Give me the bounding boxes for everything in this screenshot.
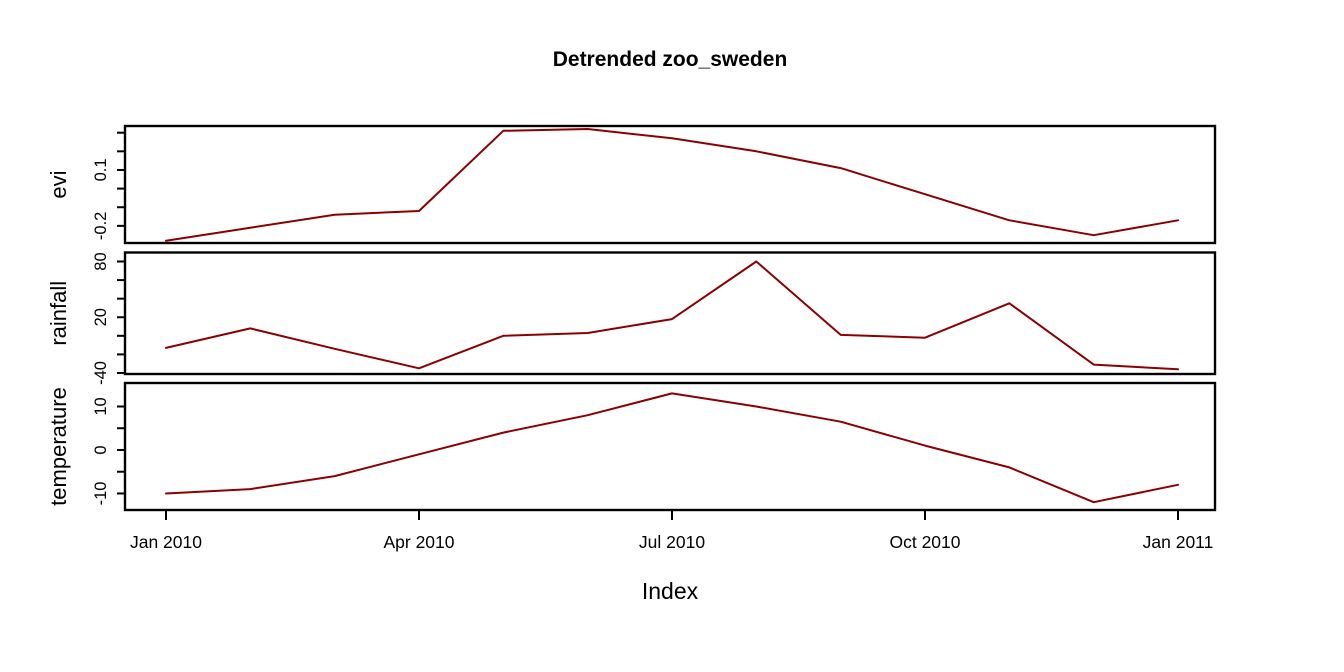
x-tick-label: Jan 2011 <box>1143 532 1214 552</box>
y-tick-label-temperature: 10 <box>92 397 110 415</box>
series-line-temperature <box>165 392 1179 504</box>
series-line-rainfall <box>165 260 1179 371</box>
series-line-evi <box>165 128 1179 242</box>
y-tick-label-rainfall: 20 <box>92 308 110 326</box>
y-tick-label-evi: -0.2 <box>92 212 110 240</box>
y-tick-label-rainfall: 80 <box>92 252 110 270</box>
y-tick-label-evi: 0.1 <box>92 158 110 181</box>
x-axis-title: Index <box>641 578 699 604</box>
x-tick-label: Oct 2010 <box>889 532 960 552</box>
y-axis-label-temperature: temperature <box>46 387 71 506</box>
y-tick-label-temperature: -10 <box>92 482 110 506</box>
panel-box-rainfall <box>123 251 1217 376</box>
y-tick-label-temperature: 0 <box>92 445 110 454</box>
chart-title: Detrended zoo_sweden <box>552 48 788 71</box>
x-tick-label: Jan 2010 <box>130 532 202 552</box>
y-tick-label-rainfall: -40 <box>92 361 110 385</box>
y-axis-label-rainfall: rainfall <box>46 281 71 346</box>
panel-box-temperature <box>123 381 1217 512</box>
panel-box-evi <box>123 124 1217 245</box>
y-axis-label-evi: evi <box>46 170 71 198</box>
x-tick-label: Apr 2010 <box>383 532 454 552</box>
x-tick-label: Jul 2010 <box>639 532 705 552</box>
